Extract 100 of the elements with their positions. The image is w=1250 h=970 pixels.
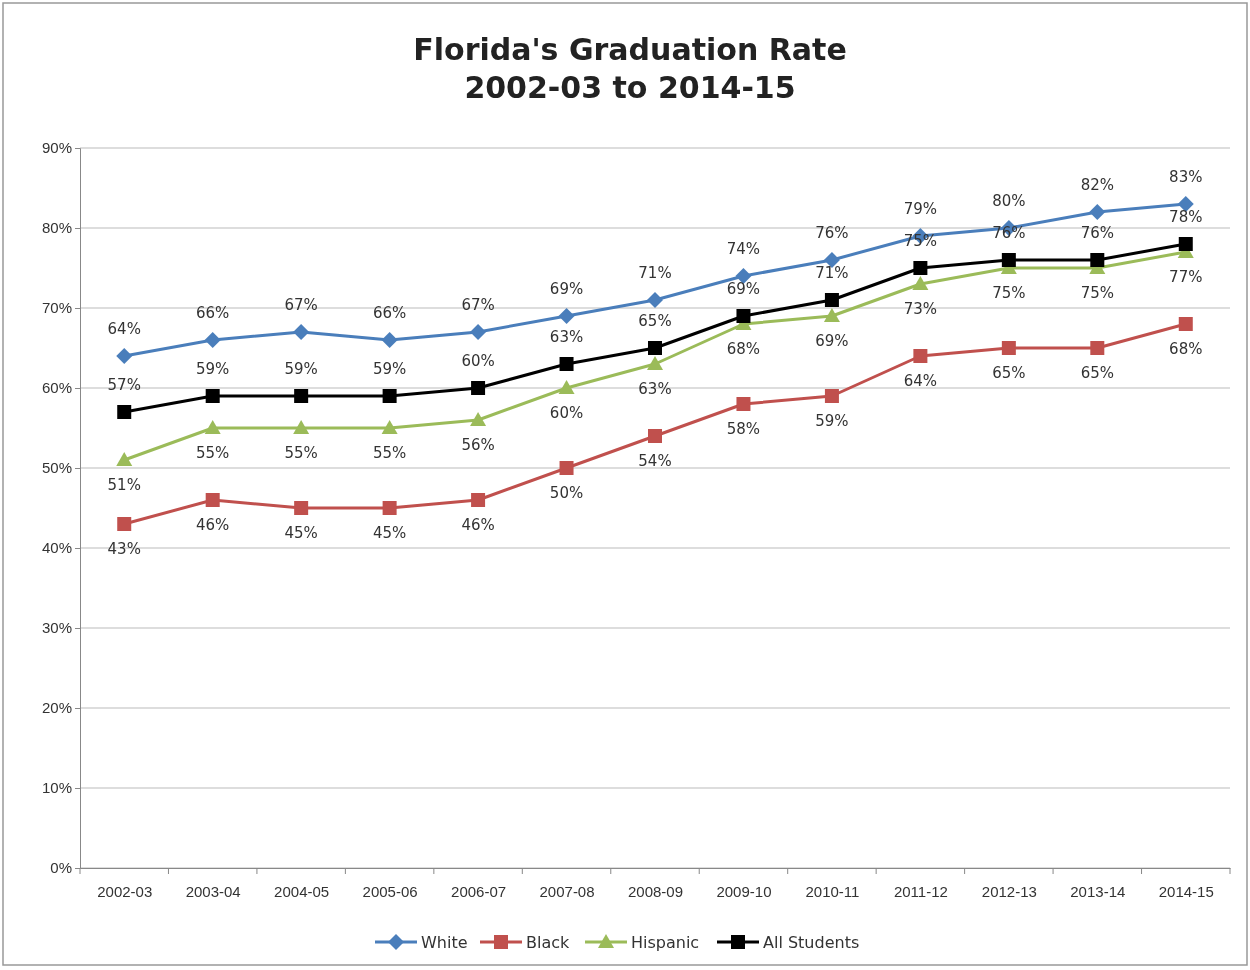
data-label: 68% xyxy=(1169,340,1203,358)
x-tick-label: 2004-05 xyxy=(274,882,330,900)
data-label: 74% xyxy=(726,240,761,258)
data-label: 59% xyxy=(284,360,318,378)
data-label: 57% xyxy=(107,376,141,394)
y-tick-label: 50% xyxy=(41,459,72,477)
data-label: 75% xyxy=(1080,284,1114,302)
point xyxy=(648,341,662,355)
data-label: 60% xyxy=(549,404,584,422)
point xyxy=(824,293,839,307)
point xyxy=(648,429,662,443)
data-label: 80% xyxy=(992,192,1026,210)
point xyxy=(471,493,486,507)
data-label: 59% xyxy=(815,412,849,430)
point xyxy=(205,493,220,507)
point xyxy=(204,420,221,434)
x-tick-label: 2002-03 xyxy=(97,882,153,900)
point xyxy=(1178,237,1193,251)
y-tick-label: 20% xyxy=(41,699,72,717)
y-tick-label: 80% xyxy=(41,219,72,237)
point xyxy=(647,292,663,308)
point xyxy=(824,389,839,403)
data-label: 45% xyxy=(372,524,407,542)
data-label: 67% xyxy=(284,296,318,314)
data-label: 64% xyxy=(903,372,938,390)
point xyxy=(1001,341,1016,355)
y-tick-label: 60% xyxy=(41,379,72,397)
x-tick-label: 2010-11 xyxy=(805,882,860,900)
data-label: 55% xyxy=(196,444,230,462)
legend-label: Hispanic xyxy=(631,933,700,952)
point xyxy=(823,308,840,322)
legend-label: Black xyxy=(526,933,571,952)
point xyxy=(1178,317,1193,331)
data-label: 63% xyxy=(638,380,672,398)
y-tick-label: 10% xyxy=(41,779,72,797)
y-tick-label: 40% xyxy=(41,539,72,557)
point xyxy=(558,380,575,394)
data-label: 69% xyxy=(815,332,849,350)
legend-label: All Students xyxy=(763,933,860,952)
point xyxy=(205,389,220,403)
data-label: 46% xyxy=(196,516,230,534)
data-label: 65% xyxy=(1080,364,1114,382)
point xyxy=(117,517,132,531)
data-label: 73% xyxy=(903,300,938,318)
point xyxy=(1089,204,1106,220)
point xyxy=(558,308,575,324)
x-tick-label: 2005-06 xyxy=(362,882,418,900)
data-label: 76% xyxy=(992,224,1026,242)
point xyxy=(116,348,133,364)
point xyxy=(1001,253,1016,267)
data-label: 78% xyxy=(1169,208,1203,226)
point xyxy=(1090,341,1105,355)
point xyxy=(736,309,751,323)
data-label: 45% xyxy=(284,524,318,542)
data-label: 65% xyxy=(638,312,672,330)
data-label: 69% xyxy=(549,280,584,298)
data-label: 82% xyxy=(1080,176,1114,194)
x-tick-label: 2009-10 xyxy=(716,882,772,900)
data-label: 66% xyxy=(196,304,230,322)
data-label: 63% xyxy=(549,328,584,346)
data-label: 46% xyxy=(461,516,495,534)
x-tick-label: 2003-04 xyxy=(185,882,241,900)
y-tick-label: 70% xyxy=(41,299,72,317)
point xyxy=(294,501,309,515)
data-label: 68% xyxy=(726,340,761,358)
x-tick-label: 2013-14 xyxy=(1070,882,1126,900)
data-label: 69% xyxy=(726,280,761,298)
x-tick-label: 2012-13 xyxy=(981,882,1037,900)
point xyxy=(381,420,398,434)
data-label: 43% xyxy=(107,540,141,558)
y-tick-label: 0% xyxy=(50,859,72,877)
x-tick-label: 2007-08 xyxy=(539,882,595,900)
data-label: 71% xyxy=(815,264,849,282)
point xyxy=(116,452,133,466)
data-label: 76% xyxy=(1080,224,1114,242)
data-label: 59% xyxy=(196,360,230,378)
data-label: 56% xyxy=(461,436,495,454)
data-label: 66% xyxy=(372,304,407,322)
x-tick-label: 2014-15 xyxy=(1158,882,1214,900)
data-label: 59% xyxy=(372,360,407,378)
point xyxy=(470,412,487,426)
point xyxy=(647,356,663,370)
point xyxy=(294,389,309,403)
point xyxy=(381,332,398,348)
point xyxy=(204,332,221,348)
point xyxy=(382,501,397,515)
point xyxy=(293,324,310,340)
point xyxy=(559,461,574,475)
data-label: 64% xyxy=(107,320,141,338)
data-label: 55% xyxy=(284,444,318,462)
point xyxy=(1090,253,1105,267)
point xyxy=(559,357,574,371)
data-label: 76% xyxy=(815,224,849,242)
data-label: 58% xyxy=(726,420,761,438)
point xyxy=(293,420,310,434)
x-tick-label: 2008-09 xyxy=(627,882,684,900)
x-tick-label: 2006-07 xyxy=(451,882,507,900)
data-label: 65% xyxy=(992,364,1026,382)
data-label: 55% xyxy=(372,444,407,462)
y-tick-label: 30% xyxy=(41,619,72,637)
